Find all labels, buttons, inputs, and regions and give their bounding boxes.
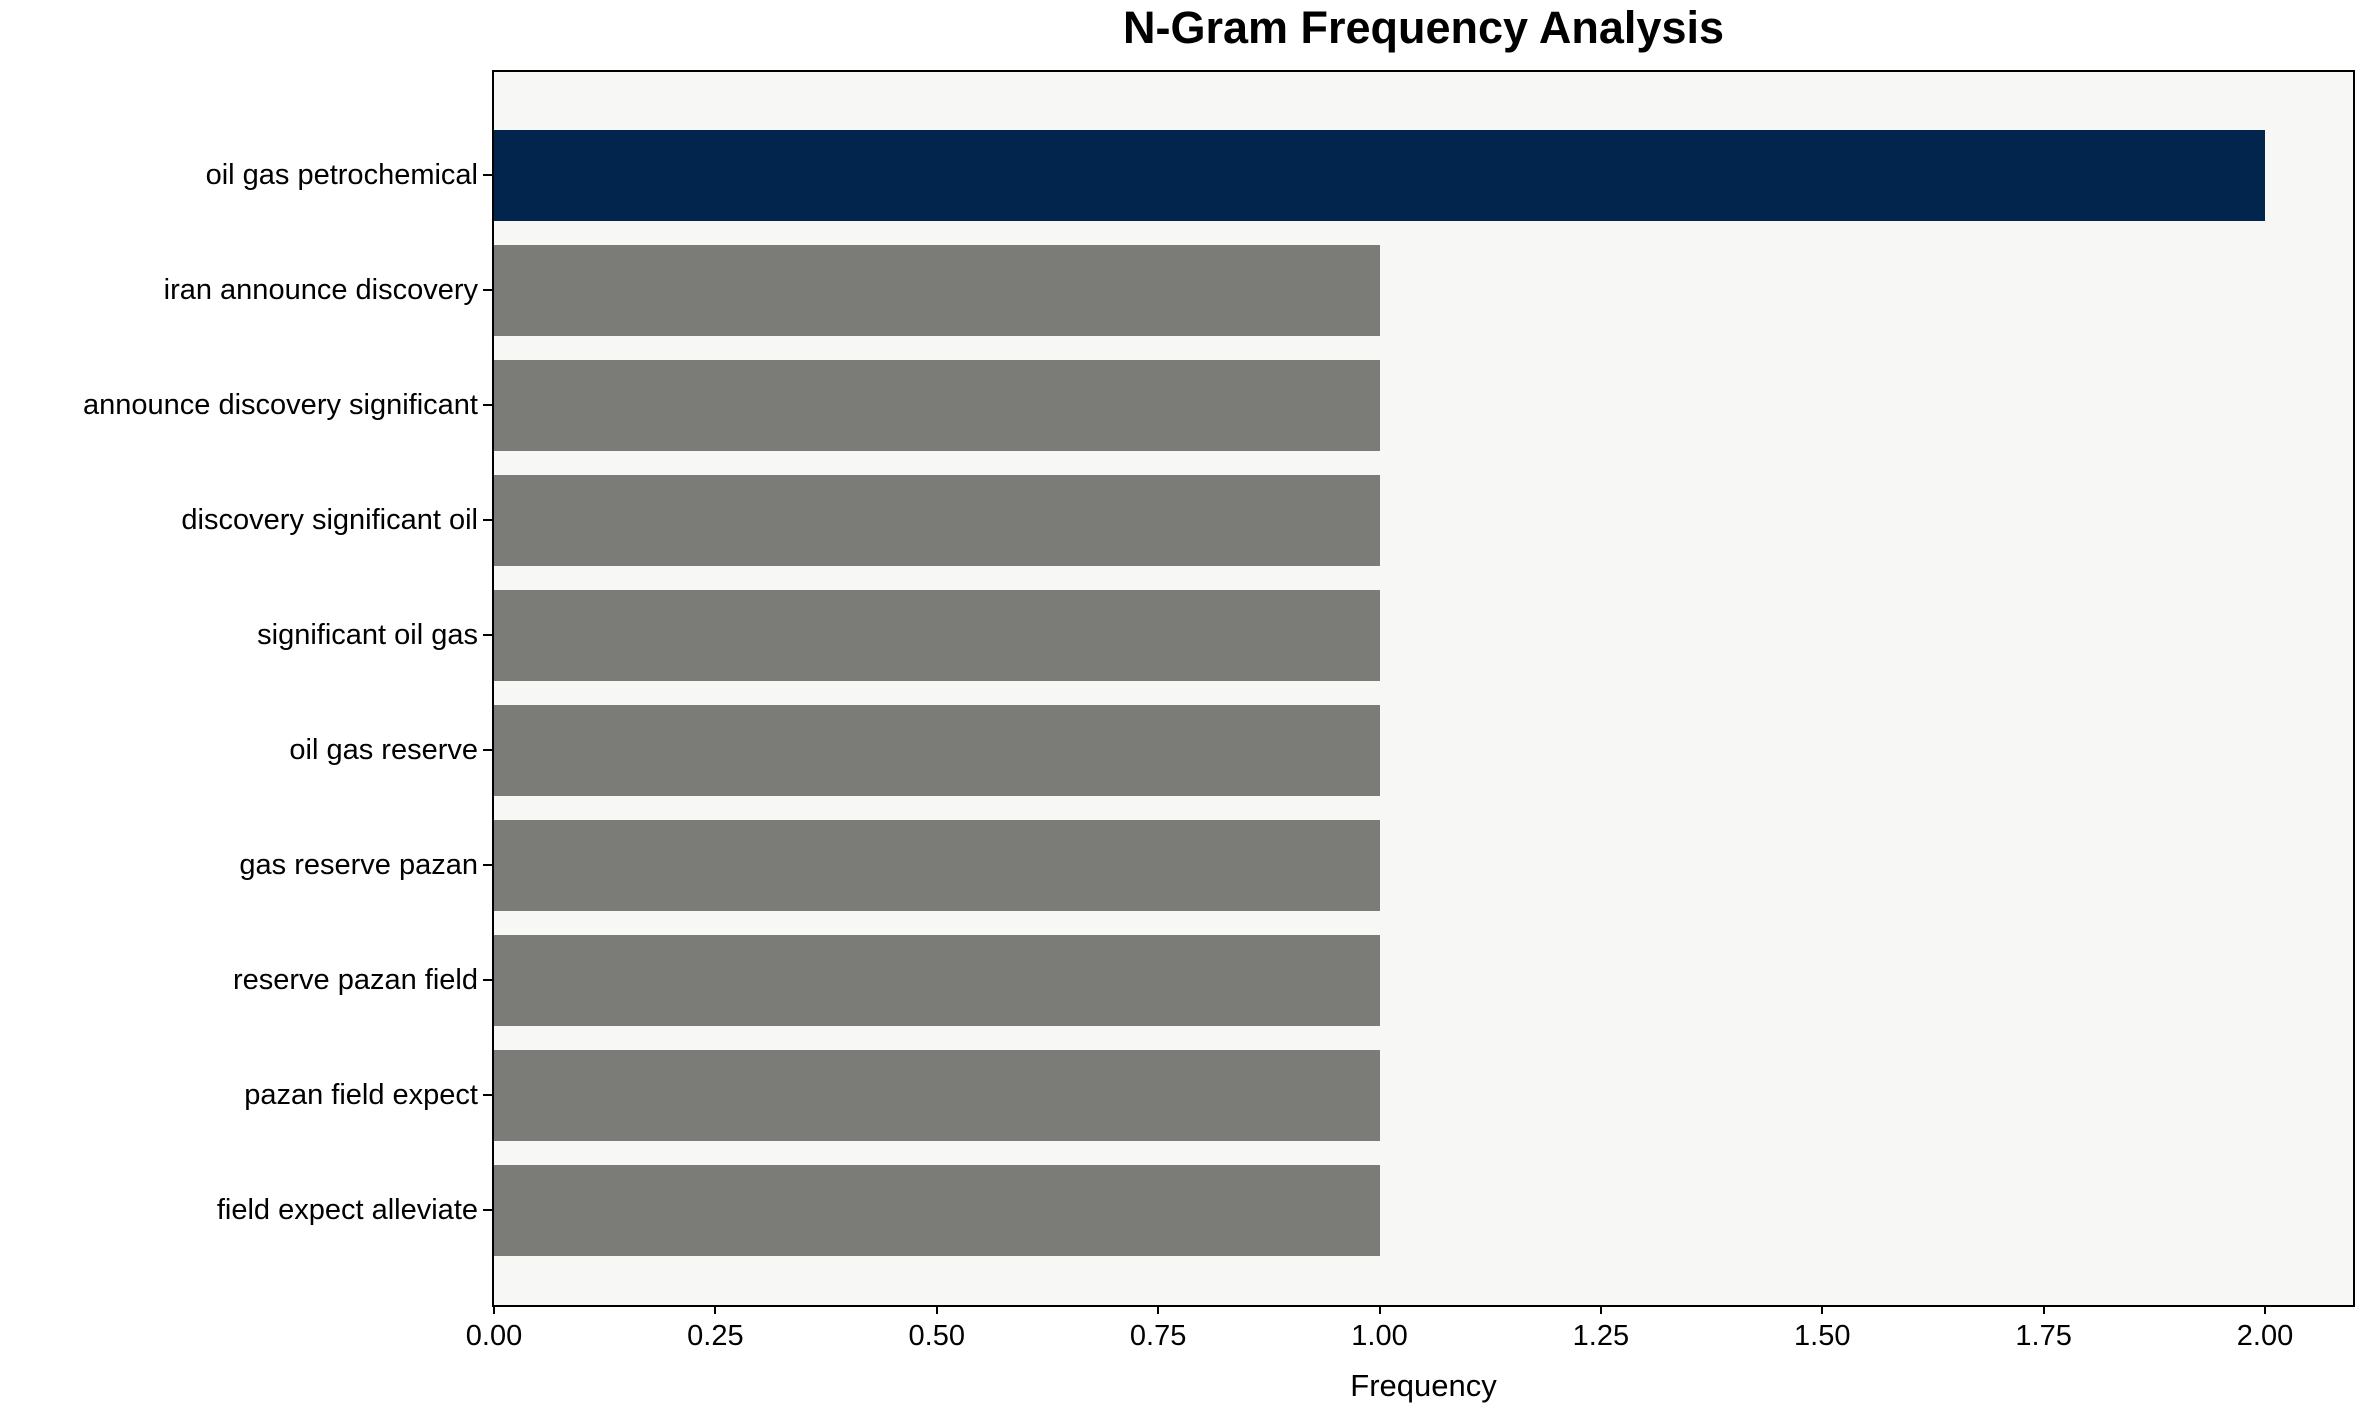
- bar-pazan-field-expect: [494, 1049, 1380, 1141]
- y-tick-label: discovery significant oil: [181, 504, 478, 536]
- x-tick-mark: [1378, 1305, 1381, 1314]
- y-tick-label: gas reserve pazan: [239, 849, 478, 881]
- y-tick-mark: [483, 289, 492, 291]
- x-axis-label: Frequency: [1350, 1368, 1497, 1403]
- x-tick-mark: [2264, 1305, 2266, 1314]
- chart-title: N-Gram Frequency Analysis: [1122, 2, 1725, 53]
- x-tick-mark: [1157, 1305, 1160, 1314]
- x-tick-label: 1.50: [1794, 1320, 1851, 1352]
- y-tick-mark: [483, 174, 492, 176]
- x-tick-label: 0.50: [908, 1320, 965, 1352]
- y-tick-label: significant oil gas: [257, 619, 478, 651]
- y-tick-mark: [483, 404, 492, 406]
- y-tick-label: announce discovery significant: [83, 389, 478, 421]
- bar-discovery-significant-oil: [494, 474, 1380, 566]
- y-tick-mark: [483, 1094, 492, 1096]
- bar-oil-gas-reserve: [494, 704, 1380, 796]
- x-tick-label: 1.00: [1351, 1320, 1408, 1352]
- x-tick-mark: [714, 1305, 717, 1314]
- y-tick-label: oil gas reserve: [289, 734, 478, 766]
- y-tick-mark: [483, 749, 492, 751]
- x-tick-mark: [1821, 1305, 1824, 1314]
- y-tick-mark: [483, 864, 492, 866]
- x-tick-label: 1.25: [1572, 1320, 1630, 1352]
- x-tick-mark: [2042, 1305, 2045, 1314]
- x-tick-label: 1.75: [2015, 1320, 2072, 1352]
- y-tick-mark: [483, 979, 492, 981]
- y-tick-label: iran announce discovery: [163, 274, 478, 306]
- bar-iran-announce-discovery: [494, 244, 1380, 336]
- y-tick-mark: [483, 634, 492, 636]
- x-tick-label: 0.00: [465, 1320, 523, 1352]
- y-tick-label: oil gas petrochemical: [205, 159, 478, 191]
- y-tick-mark: [483, 1209, 492, 1211]
- bar-field-expect-alleviate: [494, 1164, 1380, 1256]
- x-tick-mark: [935, 1305, 938, 1314]
- plot-area: [492, 70, 2355, 1307]
- x-tick-label: 0.25: [687, 1320, 744, 1352]
- bar-announce-discovery-significant: [494, 359, 1380, 451]
- x-tick-mark: [493, 1305, 495, 1314]
- y-tick-label: field expect alleviate: [216, 1194, 478, 1226]
- y-tick-label: pazan field expect: [244, 1079, 478, 1111]
- bar-oil-gas-petrochemical: [494, 129, 2265, 221]
- x-tick-label: 0.75: [1129, 1320, 1187, 1352]
- x-tick-mark: [1599, 1305, 1602, 1314]
- x-tick-label: 2.00: [2236, 1320, 2294, 1352]
- y-tick-mark: [483, 519, 492, 521]
- bar-reserve-pazan-field: [494, 934, 1380, 1026]
- bar-significant-oil-gas: [494, 589, 1380, 681]
- bar-gas-reserve-pazan: [494, 819, 1380, 911]
- y-tick-label: reserve pazan field: [232, 964, 478, 996]
